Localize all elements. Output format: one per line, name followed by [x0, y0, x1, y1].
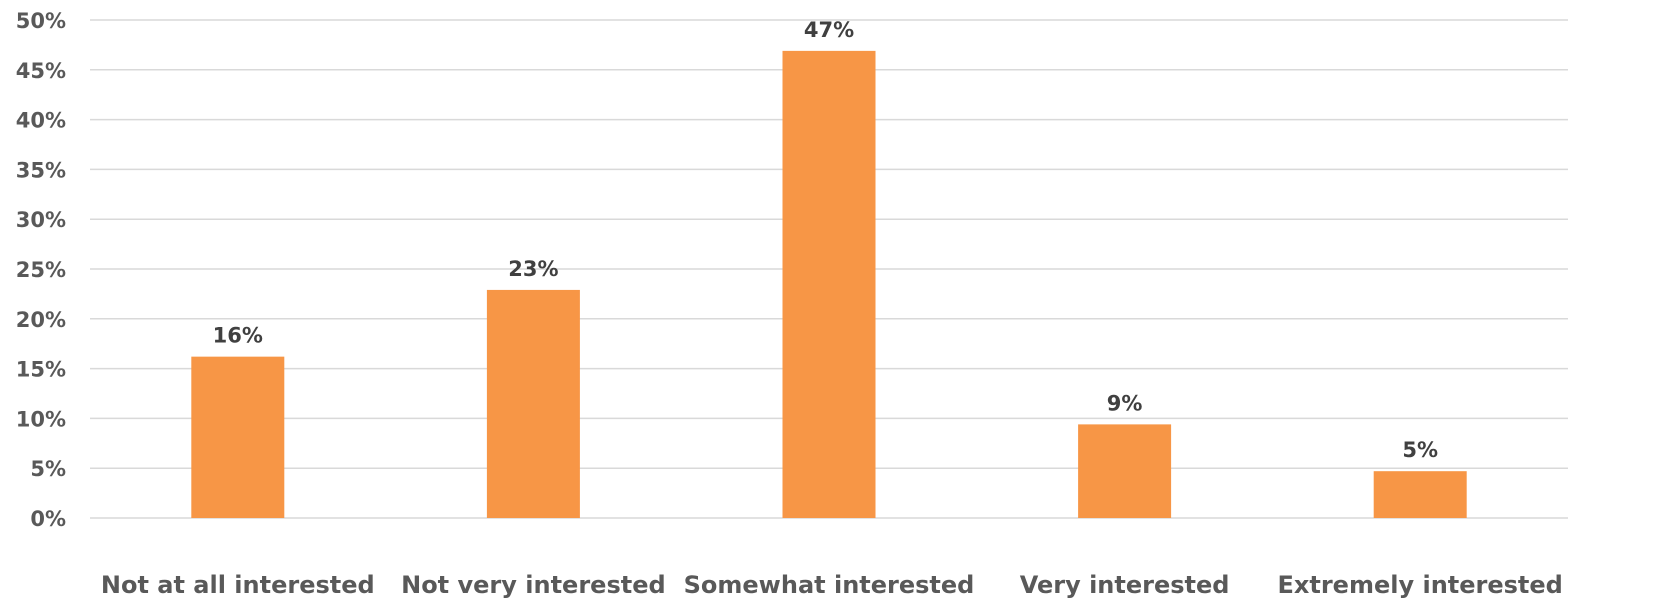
y-tick-label: 25%: [16, 258, 66, 282]
y-tick-label: 35%: [16, 158, 66, 182]
y-tick-label: 10%: [16, 407, 66, 431]
x-category-label: Very interested: [1020, 571, 1230, 599]
bar: [1078, 424, 1172, 518]
y-tick-label: 30%: [16, 208, 66, 232]
bars: [191, 50, 1467, 518]
y-tick-label: 5%: [30, 457, 66, 481]
x-category-label: Extremely interested: [1278, 571, 1563, 599]
y-tick-label: 0%: [30, 507, 66, 531]
data-label: 9%: [1107, 391, 1143, 415]
x-category-label: Not at all interested: [101, 571, 375, 599]
y-tick-label: 40%: [16, 109, 66, 133]
data-label: 23%: [508, 257, 558, 281]
y-axis-ticks: 0% 5% 10% 15% 20% 25% 30% 35% 40% 45% 50%: [16, 9, 66, 531]
data-label: 16%: [213, 324, 263, 348]
bar: [782, 50, 876, 518]
bar: [486, 289, 580, 518]
data-label: 5%: [1402, 438, 1438, 462]
bar: [1373, 471, 1467, 518]
y-tick-label: 50%: [16, 9, 66, 33]
data-labels: 16% 23% 47% 9% 5%: [213, 18, 1438, 462]
y-tick-label: 20%: [16, 308, 66, 332]
data-label: 47%: [804, 18, 854, 42]
y-tick-label: 15%: [16, 358, 66, 382]
x-category-label: Not very interested: [401, 571, 666, 599]
x-axis-categories: Not at all interested Not very interested…: [101, 571, 1563, 599]
y-tick-label: 45%: [16, 59, 66, 83]
bar: [191, 356, 285, 518]
x-category-label: Somewhat interested: [684, 571, 975, 599]
